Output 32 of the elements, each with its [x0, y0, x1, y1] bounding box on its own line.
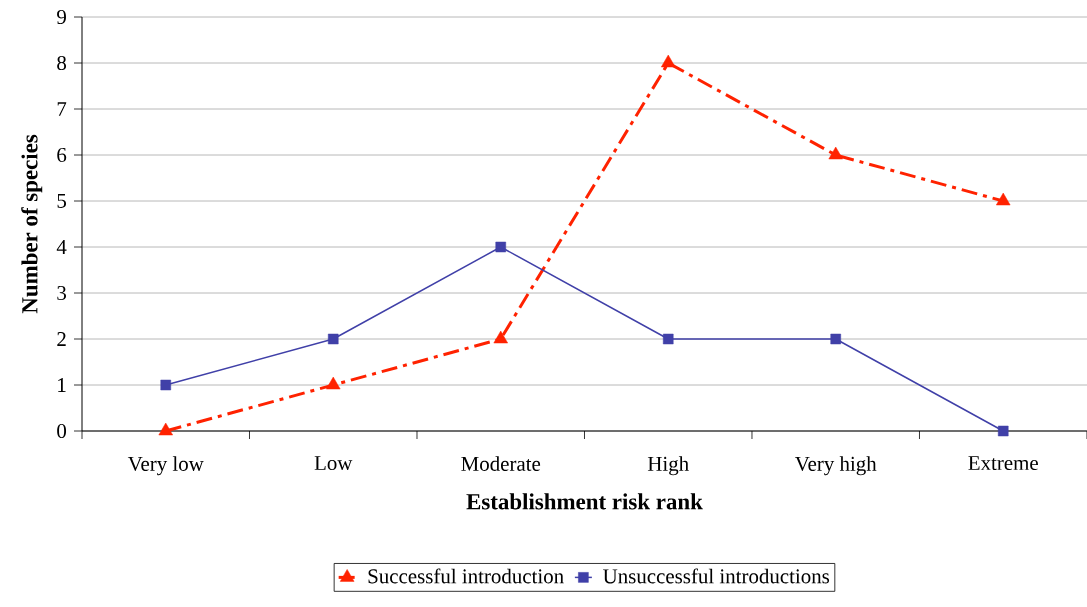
y-tick-label: 0 — [57, 423, 67, 439]
point — [830, 333, 841, 345]
x-tick-label: Extreme — [968, 456, 1038, 471]
point — [327, 333, 339, 345]
legend-label: Unsuccessful introductions — [603, 568, 830, 584]
y-tick-label: 6 — [57, 147, 67, 163]
x-tick-label: Low — [314, 456, 353, 471]
y-tick-label: 2 — [57, 332, 66, 346]
point — [996, 192, 1011, 206]
point — [662, 333, 674, 345]
y-axis-title: Number of species — [21, 134, 43, 314]
x-tick-label: High — [647, 456, 689, 476]
point — [326, 376, 341, 390]
legend-label: Successful introduction — [368, 568, 564, 584]
point — [158, 422, 173, 436]
y-tick-label: 9 — [57, 9, 66, 25]
y-tick-label: 3 — [57, 285, 67, 301]
x-tick-label: Very high — [795, 456, 877, 476]
y-tick-label: 8 — [57, 55, 67, 71]
point — [493, 330, 508, 344]
y-tick-label: 7 — [57, 102, 67, 116]
y-tick-label: 1 — [58, 378, 66, 392]
point — [661, 54, 676, 68]
point — [160, 379, 171, 391]
x-tick-label: Very low — [127, 456, 204, 476]
y-tick-label: 5 — [57, 194, 67, 208]
y-tick-label: 4 — [56, 240, 67, 254]
point — [997, 425, 1009, 437]
x-tick-label: Moderate — [461, 456, 541, 471]
point — [495, 241, 506, 253]
x-axis-title: Establishment risk rank — [466, 493, 703, 510]
point — [828, 146, 843, 160]
